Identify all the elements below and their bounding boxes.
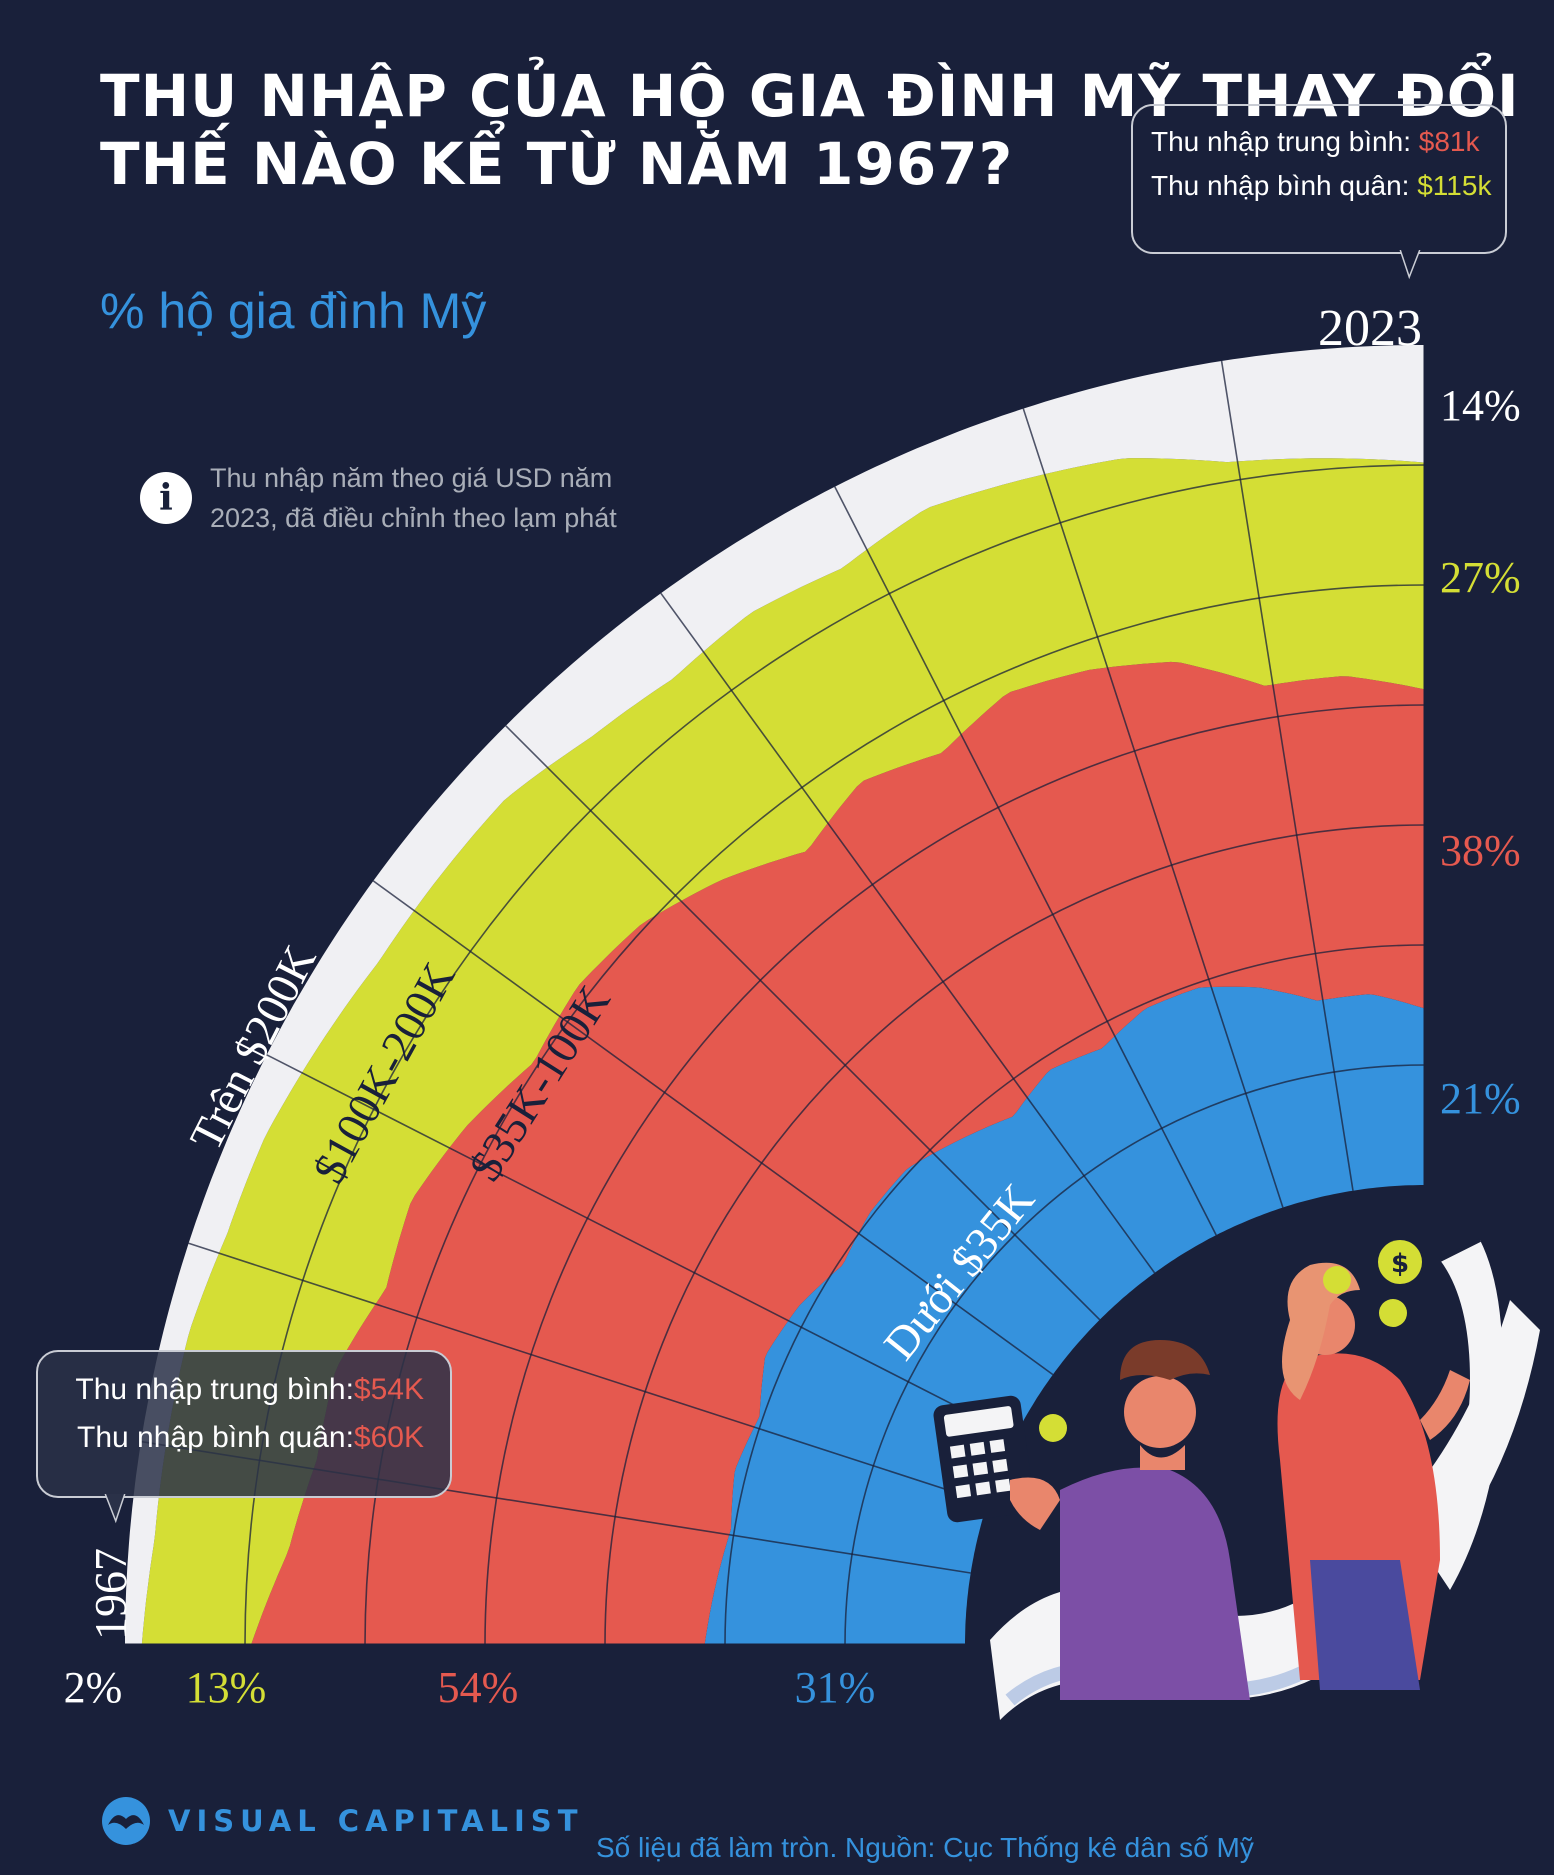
grid-spoke bbox=[188, 1242, 988, 1504]
pct-1967-3: 13% bbox=[186, 1663, 267, 1712]
pct-2023-1: 21% bbox=[1440, 1074, 1521, 1123]
grid-spoke bbox=[834, 486, 1217, 1236]
inflation-note-text: Thu nhập năm theo giá USD năm 2023, đã đ… bbox=[210, 463, 617, 533]
brand-name: VISUAL CAPITALIST bbox=[168, 1804, 584, 1838]
grid-spoke bbox=[505, 725, 1101, 1321]
median-label-1967: Thu nhập trung bình: bbox=[75, 1373, 354, 1406]
area-band-3 bbox=[141, 458, 1425, 1646]
mean-value-2023: $115k bbox=[1417, 170, 1492, 201]
callout-1967: Thu nhập trung bình:$54K Thu nhập bình q… bbox=[36, 1350, 452, 1498]
pct-2023-4: 14% bbox=[1440, 381, 1521, 430]
callout-2023-tail bbox=[1399, 250, 1421, 280]
area-band-2 bbox=[251, 661, 1425, 1645]
median-label-2023: Thu nhập trung bình: bbox=[1151, 126, 1411, 157]
year-label-1967: 1967 bbox=[85, 1548, 136, 1640]
grid-arc bbox=[724, 944, 1426, 1646]
grid-arc bbox=[844, 1064, 1426, 1646]
median-value-2023: $81k bbox=[1418, 126, 1480, 157]
grid-spoke bbox=[266, 1054, 1016, 1437]
grid-arc bbox=[484, 704, 1426, 1646]
pct-1967-1: 31% bbox=[795, 1663, 876, 1712]
median-value-1967: $54K bbox=[353, 1373, 424, 1406]
grid-arc bbox=[604, 824, 1426, 1646]
inflation-note: i Thu nhập năm theo giá USD năm 2023, đã… bbox=[140, 458, 650, 538]
grid-spoke bbox=[1022, 408, 1284, 1208]
callout-1967-tail bbox=[104, 1494, 126, 1524]
pct-1967-2: 54% bbox=[438, 1663, 519, 1712]
grid-spoke bbox=[660, 592, 1156, 1274]
mean-label-1967: Thu nhập bình quân: bbox=[77, 1421, 354, 1454]
visual-capitalist-logo-icon bbox=[102, 1797, 150, 1845]
grid-spoke bbox=[1220, 360, 1354, 1191]
pct-2023-2: 38% bbox=[1440, 826, 1521, 875]
svg-text:$: $ bbox=[1391, 1249, 1409, 1279]
footer-brand: VISUAL CAPITALIST bbox=[100, 1795, 583, 1847]
area-band-1 bbox=[704, 986, 1425, 1645]
people-illustration: $ bbox=[933, 1238, 1540, 1720]
page-subtitle: % hộ gia đình Mỹ bbox=[100, 283, 487, 339]
mean-value-1967: $60K bbox=[353, 1421, 424, 1454]
info-icon: i bbox=[140, 472, 192, 524]
page-title: THU NHẬP CỦA HỘ GIA ĐÌNH MỸ THAY ĐỔI THẾ… bbox=[100, 62, 1520, 198]
pct-2023-3: 27% bbox=[1440, 553, 1521, 602]
pct-1967-4: 2% bbox=[64, 1663, 123, 1712]
mean-label-2023: Thu nhập bình quân: bbox=[1151, 170, 1410, 201]
source-note: Số liệu đã làm tròn. Nguồn: Cục Thống kê… bbox=[596, 1832, 1254, 1863]
callout-2023: Thu nhập trung bình: $81k Thu nhập bình … bbox=[1131, 104, 1507, 254]
year-label-2023: 2023 bbox=[1318, 300, 1422, 357]
grid-spoke bbox=[372, 880, 1054, 1376]
